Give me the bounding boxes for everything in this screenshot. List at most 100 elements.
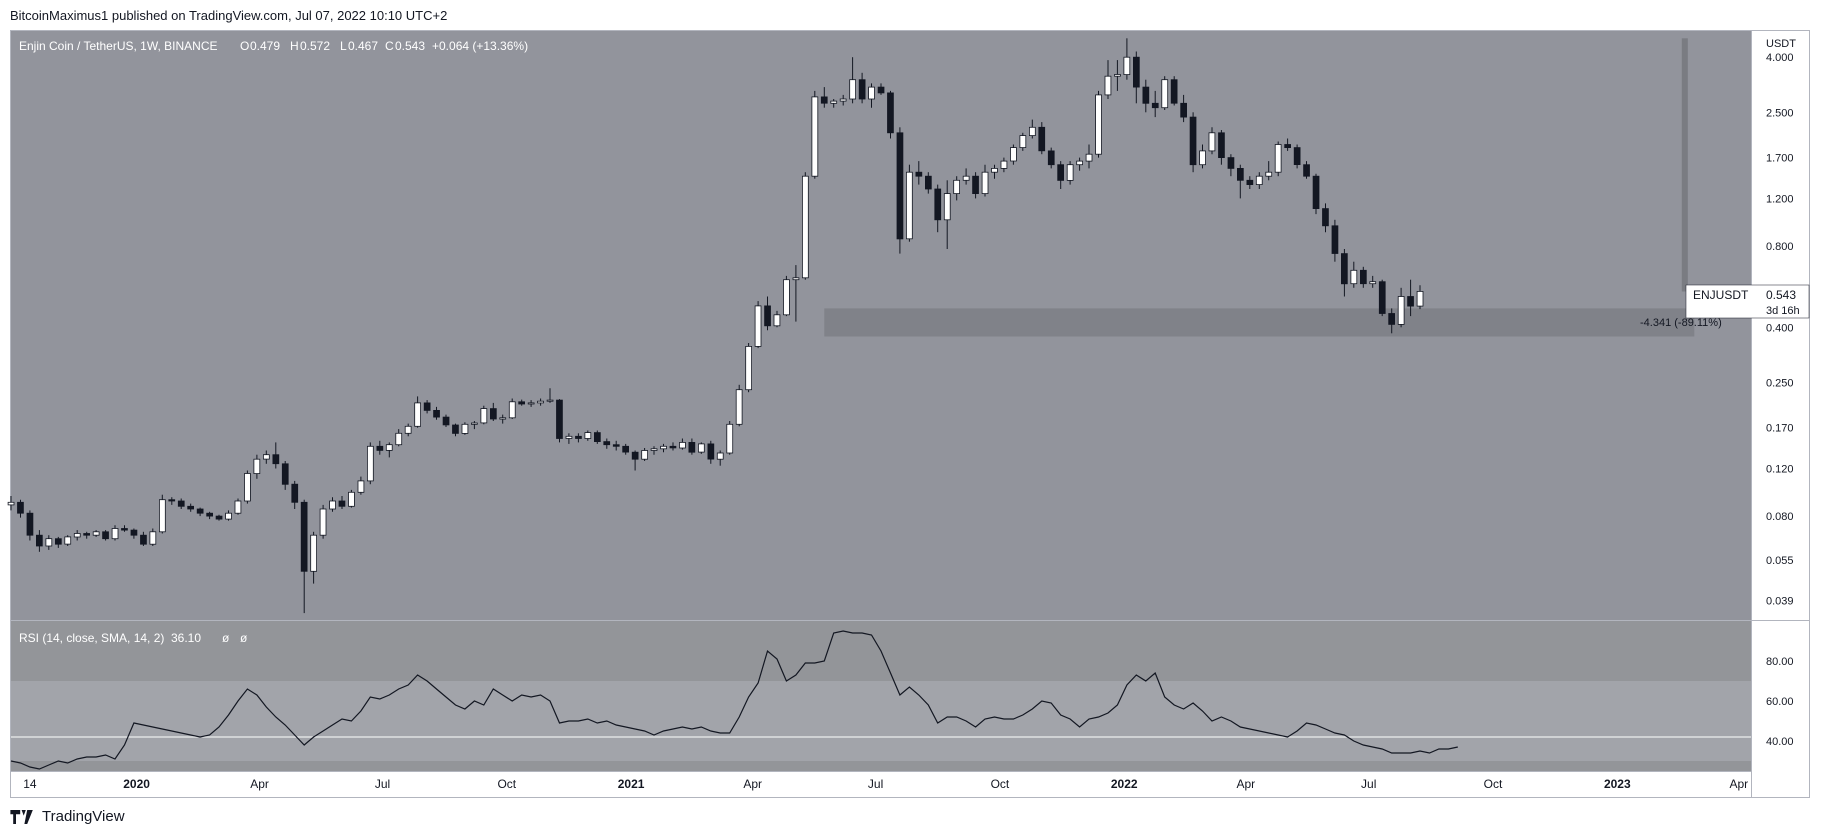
candle <box>433 406 440 420</box>
price-label-symbol: ENJUSDT <box>1693 288 1749 302</box>
candle <box>1369 275 1377 288</box>
candle <box>338 496 346 509</box>
candle <box>1331 219 1339 262</box>
price-tick-label: 0.400 <box>1766 322 1794 334</box>
candle <box>518 399 526 406</box>
candle <box>480 405 488 425</box>
candle <box>225 510 232 521</box>
time-tick-label: Jul <box>1361 777 1376 791</box>
candle <box>357 476 365 495</box>
ohlc-close: 0.543 <box>395 39 425 53</box>
time-tick-label: 2022 <box>1111 777 1138 791</box>
candle <box>1076 157 1083 171</box>
candle <box>1341 249 1348 297</box>
candle <box>1265 161 1273 181</box>
candle <box>376 440 384 455</box>
rsi-tick-label: 40.00 <box>1766 736 1794 748</box>
candle <box>962 168 970 185</box>
ohlc-legend: O 0.479 H 0.572 L 0.467 C 0.543 +0.064 (… <box>240 39 528 53</box>
candle <box>414 396 422 428</box>
price-label-countdown: 3d 16h <box>1766 305 1800 317</box>
candle <box>906 164 913 242</box>
svg-text:C: C <box>385 39 394 53</box>
candle <box>1151 90 1159 118</box>
candle <box>1189 112 1197 173</box>
candle <box>83 531 90 539</box>
candle <box>140 531 147 546</box>
candle <box>849 57 857 104</box>
candle <box>783 275 790 317</box>
candle <box>991 164 998 179</box>
candle <box>981 164 989 197</box>
ohlc-open: 0.479 <box>250 39 280 53</box>
candle <box>575 433 582 443</box>
svg-text:O: O <box>240 39 249 53</box>
time-tick-label: Apr <box>743 777 762 791</box>
time-tick-label: 2023 <box>1604 777 1631 791</box>
candle <box>1255 172 1263 189</box>
rsi-value: 36.10 <box>171 631 201 645</box>
candle <box>820 87 828 108</box>
ohlc-change: +0.064 (+13.36%) <box>432 39 528 53</box>
tradingview-logo-icon <box>10 809 33 824</box>
candle <box>1388 308 1395 334</box>
candle <box>1227 154 1235 177</box>
rsi-line <box>10 630 1458 770</box>
candle <box>943 180 951 249</box>
candle <box>272 442 280 469</box>
candle <box>26 510 34 541</box>
candle <box>669 442 677 451</box>
measure-bar <box>1681 38 1688 292</box>
candle <box>556 399 563 443</box>
candle <box>896 127 904 254</box>
price-tick-label: 4.000 <box>1766 52 1794 64</box>
rsi-tick-label: 60.00 <box>1766 696 1794 708</box>
candle <box>17 499 24 518</box>
candle <box>1161 76 1169 110</box>
candle <box>764 296 771 331</box>
time-tick-label: 2021 <box>618 777 645 791</box>
price-tick-label: 0.055 <box>1766 555 1794 567</box>
candle <box>839 94 847 106</box>
measure-label: -4.341 (-89.11%) <box>1640 317 1722 329</box>
price-tick-label: 0.170 <box>1766 423 1794 435</box>
candle <box>641 448 649 461</box>
candle <box>234 498 242 515</box>
candle <box>1397 287 1405 328</box>
candle <box>726 421 734 455</box>
candle <box>121 525 128 532</box>
candle <box>1180 94 1187 123</box>
candle <box>300 499 308 614</box>
time-tick-label: Jul <box>868 777 883 791</box>
candle <box>329 497 336 512</box>
candle <box>1038 122 1046 155</box>
price-tick-label: 0.080 <box>1766 511 1794 523</box>
candle <box>1066 161 1074 185</box>
candle <box>452 423 459 437</box>
candle <box>925 172 932 194</box>
candle <box>442 414 450 427</box>
candle <box>1407 279 1414 317</box>
rsi-extra-1: ø <box>222 631 230 645</box>
candle <box>1322 203 1329 233</box>
candle <box>1312 173 1320 215</box>
candle <box>1123 38 1131 80</box>
candle <box>1104 60 1112 99</box>
time-tick-label: 14 <box>23 777 37 791</box>
candle <box>385 442 393 458</box>
chart-frame <box>10 30 1810 798</box>
candle <box>650 446 658 455</box>
price-label-price: 0.543 <box>1766 288 1796 302</box>
candle <box>773 310 781 328</box>
rsi-extra-2: ø <box>240 631 248 645</box>
candle <box>45 535 53 550</box>
candle <box>253 454 261 479</box>
time-tick-label: Apr <box>1236 777 1255 791</box>
candle <box>1218 130 1225 165</box>
candle <box>366 442 374 485</box>
price-axis-bg <box>1752 31 1809 797</box>
candle <box>262 450 270 464</box>
candle <box>55 536 62 548</box>
candle <box>688 438 696 455</box>
